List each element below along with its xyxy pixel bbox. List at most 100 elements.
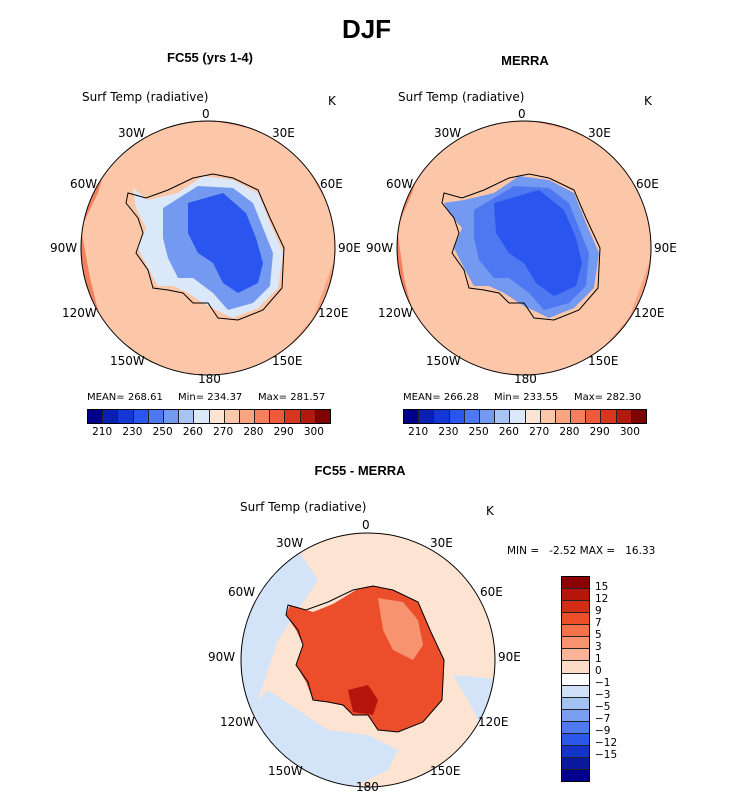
colorbar-tick-label: 7 [595, 617, 602, 629]
colorbar-swatch [555, 410, 572, 423]
colorbar-tick-label: 300 [619, 426, 640, 438]
panel1-lon-120w: 120W [62, 306, 97, 320]
strong-anomaly-ross [348, 685, 378, 715]
colorbar-swatch [148, 410, 164, 423]
panel1-lon-30w: 30W [118, 126, 146, 140]
panel1-title: FC55 (yrs 1-4) [167, 50, 253, 65]
panel2-variable-label: Surf Temp (radiative) [398, 90, 525, 104]
colorbar-swatch [224, 410, 240, 423]
moderate-anomaly-plateau [378, 598, 423, 660]
antarctica-coast [441, 173, 601, 321]
panel2-map [396, 120, 652, 376]
colorbar-tick-label: 290 [589, 426, 610, 438]
panel1-lon-90e: 90E [338, 241, 361, 255]
panel2-lon-120e: 120E [634, 306, 665, 320]
colorbar-swatch [163, 410, 180, 423]
colorbar-swatch [562, 673, 589, 686]
colorbar-swatch [562, 709, 589, 722]
colorbar-tick-label: 230 [438, 426, 459, 438]
panel3-colorbar [561, 576, 590, 782]
panel3-lon-60e: 60E [480, 585, 503, 599]
colorbar-swatch [562, 745, 589, 758]
colorbar-swatch [404, 410, 420, 423]
colorbar-swatch [601, 410, 617, 423]
colorbar-tick-label: 5 [595, 629, 602, 641]
panel2-lon-60w: 60W [386, 177, 414, 191]
panel3-title: FC55 - MERRA [314, 463, 406, 478]
panel2-min: Min= 233.55 [494, 392, 559, 403]
colorbar-tick-label: 15 [595, 581, 609, 593]
panel3-lon-90w: 90W [208, 650, 236, 664]
colorbar-swatch [239, 410, 256, 423]
colorbar-swatch [586, 410, 602, 423]
panel2-title: MERRA [501, 53, 549, 68]
colorbar-tick-label: 12 [595, 593, 609, 605]
colorbar-swatch [631, 410, 646, 423]
colorbar-swatch [285, 410, 301, 423]
panel1-lon-180: 180 [198, 372, 221, 386]
colorbar-swatch [449, 410, 465, 423]
colorbar-tick-label: 280 [559, 426, 580, 438]
panel2-colorbar [403, 409, 647, 424]
panel2-lon-60e: 60E [636, 177, 659, 191]
colorbar-swatch [179, 410, 195, 423]
panel1-lon-150w: 150W [110, 354, 145, 368]
panel3-map [240, 532, 496, 788]
panel3-unit-label: K [486, 504, 494, 518]
colorbar-swatch [562, 661, 589, 674]
panel1-mean: MEAN= 268.61 [87, 392, 163, 403]
colorbar-swatch [562, 625, 589, 638]
panel2-lon-150e: 150E [588, 354, 619, 368]
antarctica-inner [494, 190, 582, 296]
colorbar-tick-label: 210 [408, 426, 429, 438]
panel1-colorbar-ticks: 210 230 250 260 270 280 290 300 [87, 426, 329, 440]
panel1-variable-label: Surf Temp (radiative) [82, 90, 209, 104]
panel3-colorbar-ticks: 15 12 9 7 5 3 1 0 −1 −3 −5 −7 −9 −12 −15 [595, 576, 635, 780]
colorbar-tick-label: 270 [213, 426, 234, 438]
panel3-lon-90e: 90E [498, 650, 521, 664]
colorbar-tick-label: 9 [595, 605, 602, 617]
colorbar-swatch [495, 410, 511, 423]
antarctica-coast [285, 585, 445, 733]
colorbar-swatch [571, 410, 587, 423]
colorbar-tick-label: −9 [595, 725, 611, 737]
colorbar-tick-label: 210 [92, 426, 113, 438]
panel3-lon-30w: 30W [276, 536, 304, 550]
colorbar-swatch [464, 410, 480, 423]
colorbar-tick-label: −1 [595, 677, 611, 689]
panel2-max: Max= 282.30 [574, 392, 642, 403]
colorbar-tick-label: 250 [468, 426, 489, 438]
panel2-unit-label: K [644, 94, 652, 108]
colorbar-swatch [209, 410, 225, 423]
colorbar-swatch [434, 410, 450, 423]
panel1-colorbar [87, 409, 331, 424]
panel1-lon-120e: 120E [318, 306, 349, 320]
figure-title: DJF [341, 14, 392, 44]
colorbar-tick-label: −15 [595, 749, 618, 761]
panel1-lon-90w: 90W [50, 241, 78, 255]
colorbar-tick-label: 260 [498, 426, 519, 438]
colorbar-swatch [479, 410, 496, 423]
panel1-max: Max= 281.57 [258, 392, 326, 403]
panel2-lon-180: 180 [514, 372, 537, 386]
panel1-lon-30e: 30E [272, 126, 295, 140]
panel3-lon-120e: 120E [478, 715, 509, 729]
colorbar-tick-label: 260 [182, 426, 203, 438]
panel1-unit-label: K [328, 94, 336, 108]
panel3-lon-30e: 30E [430, 536, 453, 550]
colorbar-swatch [88, 410, 104, 423]
colorbar-swatch [562, 721, 589, 734]
colorbar-swatch [562, 757, 589, 770]
colorbar-swatch [562, 685, 589, 698]
colorbar-tick-label: 290 [273, 426, 294, 438]
colorbar-swatch [616, 410, 632, 423]
colorbar-swatch [255, 410, 271, 423]
colorbar-tick-label: −7 [595, 713, 611, 725]
colorbar-tick-label: 280 [243, 426, 264, 438]
panel2-lon-0: 0 [518, 107, 526, 121]
colorbar-swatch [315, 410, 330, 423]
panel2-lon-150w: 150W [426, 354, 461, 368]
panel1-lon-60e: 60E [320, 177, 343, 191]
colorbar-swatch [510, 410, 526, 423]
panel2-mean: MEAN= 266.28 [403, 392, 479, 403]
